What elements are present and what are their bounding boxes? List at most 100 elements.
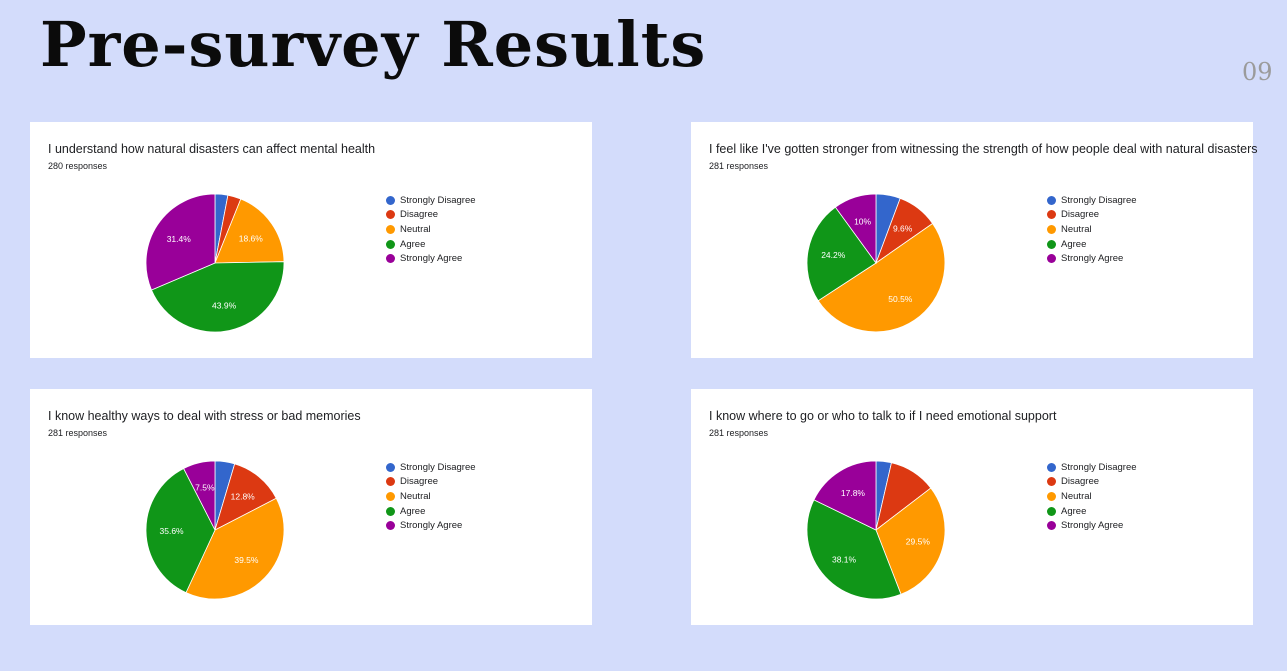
data-label-strongly-agree: 10%: [854, 217, 871, 227]
data-label-neutral: 29.5%: [906, 537, 931, 547]
legend-label: Disagree: [1061, 476, 1100, 488]
pie-slice-strongly-agree: [145, 193, 216, 291]
legend-label: Disagree: [1061, 209, 1100, 221]
legend-label: Neutral: [1061, 490, 1092, 502]
data-label-strongly-agree: 31.4%: [167, 234, 192, 244]
legend-label: Agree: [1061, 505, 1087, 517]
legend-label: Agree: [1061, 238, 1087, 250]
response-count: 281 responses: [48, 428, 108, 438]
legend-label: Strongly Disagree: [400, 461, 476, 473]
legend-swatch: [386, 462, 395, 472]
legend-swatch: [1047, 506, 1056, 516]
data-label-agree: 38.1%: [832, 554, 857, 564]
legend-label: Agree: [400, 238, 426, 250]
legend-swatch: [386, 239, 395, 249]
pie-chart: 9.6% 50.5% 24.2% 10%: [806, 193, 946, 333]
legend-item-agree: Agree: [386, 504, 476, 519]
pie-slice-neutral: [214, 198, 285, 264]
legend-swatch: [1047, 210, 1056, 220]
pie-slice-agree: [806, 206, 877, 302]
legend-item-strongly-agree: Strongly Agree: [1047, 251, 1137, 266]
legend-item-agree: Agree: [1047, 504, 1137, 519]
data-label-strongly-agree: 17.8%: [841, 488, 866, 498]
legend-item-strongly-agree: Strongly Agree: [1047, 518, 1137, 533]
legend-item-neutral: Neutral: [1047, 489, 1137, 504]
pie-slice-strongly-agree: [834, 193, 877, 265]
legend-label: Neutral: [1061, 223, 1092, 235]
pie-slice-agree: [145, 467, 216, 594]
legend-item-agree: Agree: [386, 237, 476, 252]
legend-label: Neutral: [400, 223, 431, 235]
pie-slice-agree: [150, 261, 285, 333]
legend-item-strongly-disagree: Strongly Disagree: [386, 460, 476, 475]
legend-label: Disagree: [400, 476, 439, 488]
data-label-neutral: 18.6%: [239, 233, 264, 243]
legend-swatch: [386, 521, 395, 531]
legend-label: Neutral: [400, 490, 431, 502]
legend-item-strongly-disagree: Strongly Disagree: [1047, 460, 1137, 475]
legend-swatch: [1047, 491, 1056, 501]
slide-title: Pre-survey Results: [40, 8, 707, 81]
pie-chart: 29.5% 38.1% 17.8%: [806, 460, 946, 600]
data-label-agree: 35.6%: [159, 526, 184, 536]
legend-item-strongly-agree: Strongly Agree: [386, 518, 476, 533]
data-label-agree: 24.2%: [821, 250, 846, 260]
pie-slice-strongly-agree: [813, 460, 877, 531]
data-label-strongly-agree: 7.5%: [195, 483, 215, 493]
legend-swatch: [386, 477, 395, 487]
chart-title: I know where to go or who to talk to if …: [709, 409, 1057, 423]
chart-legend: Strongly Disagree Disagree Neutral Agree Str…: [1047, 193, 1137, 266]
legend-item-disagree: Disagree: [1047, 208, 1137, 223]
chart-title: I understand how natural disasters can a…: [48, 142, 376, 156]
legend-item-disagree: Disagree: [386, 475, 476, 490]
legend-label: Agree: [400, 505, 426, 517]
data-label-agree: 43.9%: [212, 301, 237, 311]
legend-label: Strongly Agree: [400, 520, 463, 532]
legend-swatch: [1047, 521, 1056, 531]
legend-item-strongly-disagree: Strongly Disagree: [1047, 193, 1137, 208]
legend-swatch: [386, 195, 395, 205]
chart-card-mental-health: I understand how natural disasters can a…: [30, 122, 592, 358]
data-label-disagree: 9.6%: [893, 224, 913, 234]
legend-swatch: [386, 491, 395, 501]
chart-card-healthy-ways: I know healthy ways to deal with stress …: [30, 389, 592, 625]
legend-label: Strongly Agree: [1061, 253, 1124, 265]
data-label-neutral: 39.5%: [234, 555, 259, 565]
response-count: 281 responses: [709, 161, 769, 171]
pie-slice-strongly-agree: [183, 460, 216, 531]
response-count: 280 responses: [48, 161, 108, 171]
chart-legend: Strongly Disagree Disagree Neutral Agree Str…: [386, 460, 476, 533]
legend-swatch: [1047, 239, 1056, 249]
legend-label: Disagree: [400, 209, 439, 221]
pie-slice-neutral: [875, 487, 946, 595]
legend-swatch: [386, 224, 395, 234]
chart-card-emotional-support: I know where to go or who to talk to if …: [691, 389, 1253, 625]
chart-legend: Strongly Disagree Disagree Neutral Agree Str…: [386, 193, 476, 266]
legend-item-neutral: Neutral: [1047, 222, 1137, 237]
legend-item-neutral: Neutral: [386, 222, 476, 237]
pie-chart: 12.8% 39.5% 35.6% 7.5%: [145, 460, 285, 600]
legend-swatch: [386, 210, 395, 220]
legend-swatch: [1047, 195, 1056, 205]
legend-item-strongly-disagree: Strongly Disagree: [386, 193, 476, 208]
legend-label: Strongly Disagree: [1061, 194, 1137, 206]
legend-label: Strongly Agree: [400, 253, 463, 265]
legend-label: Strongly Disagree: [400, 194, 476, 206]
legend-swatch: [1047, 462, 1056, 472]
pie-chart: 18.6% 43.9% 31.4%: [145, 193, 285, 333]
pie-slice-disagree: [214, 463, 277, 531]
legend-item-disagree: Disagree: [1047, 475, 1137, 490]
page-number: 09: [1242, 58, 1273, 86]
legend-label: Strongly Disagree: [1061, 461, 1137, 473]
legend-item-neutral: Neutral: [386, 489, 476, 504]
legend-swatch: [1047, 254, 1056, 264]
legend-item-strongly-agree: Strongly Agree: [386, 251, 476, 266]
pie-slice-agree: [806, 499, 902, 600]
legend-swatch: [386, 254, 395, 264]
chart-title: I feel like I've gotten stronger from wi…: [709, 142, 1258, 156]
data-label-disagree: 12.8%: [231, 492, 256, 502]
legend-item-agree: Agree: [1047, 237, 1137, 252]
pie-slice-neutral: [185, 497, 285, 600]
legend-item-disagree: Disagree: [386, 208, 476, 223]
chart-card-gotten-stronger: I feel like I've gotten stronger from wi…: [691, 122, 1258, 358]
